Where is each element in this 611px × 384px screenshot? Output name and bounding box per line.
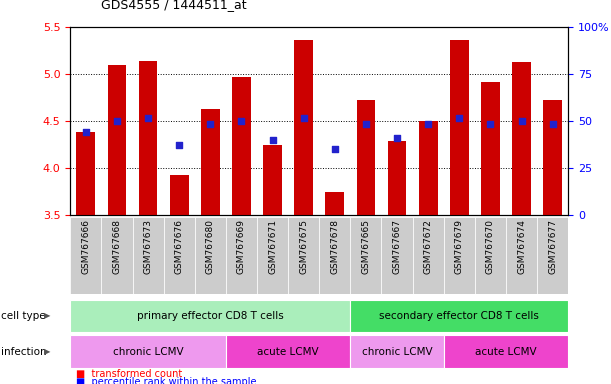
Text: chronic LCMV: chronic LCMV (113, 346, 183, 357)
Text: GSM767669: GSM767669 (237, 219, 246, 274)
Point (112, 118, 122, 124)
Text: primary effector CD8 T cells: primary effector CD8 T cells (137, 311, 284, 321)
Bar (295, 40, 313, 215)
Point (143, 115, 153, 121)
Bar (512, 62, 531, 215)
Text: GDS4555 / 1444511_at: GDS4555 / 1444511_at (101, 0, 246, 12)
Bar (133, 217, 164, 294)
Point (81, 129, 90, 135)
Text: GSM767678: GSM767678 (331, 219, 339, 274)
Bar (543, 100, 562, 215)
Bar (257, 217, 288, 294)
Bar (139, 61, 158, 215)
Point (268, 137, 277, 143)
Bar (350, 335, 444, 368)
Bar (412, 217, 444, 294)
Point (236, 118, 246, 124)
Text: GSM767679: GSM767679 (455, 219, 464, 274)
Bar (381, 217, 412, 294)
Bar (288, 217, 320, 294)
Text: acute LCMV: acute LCMV (257, 346, 319, 357)
Point (330, 146, 340, 152)
Point (423, 121, 433, 127)
Point (455, 115, 464, 121)
Text: ▶: ▶ (44, 311, 51, 320)
Point (548, 121, 558, 127)
Bar (450, 40, 469, 215)
Bar (475, 217, 506, 294)
Bar (350, 217, 381, 294)
Text: GSM767665: GSM767665 (362, 219, 370, 274)
Bar (357, 100, 375, 215)
Text: ■  percentile rank within the sample: ■ percentile rank within the sample (76, 377, 257, 384)
Point (299, 115, 309, 121)
Bar (226, 335, 350, 368)
Text: GSM767666: GSM767666 (81, 219, 90, 274)
Text: ■  transformed count: ■ transformed count (76, 369, 183, 379)
Point (205, 121, 215, 127)
Bar (350, 300, 568, 332)
Text: GSM767680: GSM767680 (206, 219, 215, 274)
Bar (70, 217, 101, 294)
Bar (195, 217, 226, 294)
Text: GSM767668: GSM767668 (112, 219, 122, 274)
Text: GSM767674: GSM767674 (517, 219, 526, 274)
Text: cell type: cell type (1, 311, 45, 321)
Text: acute LCMV: acute LCMV (475, 346, 537, 357)
Text: GSM767676: GSM767676 (175, 219, 184, 274)
Bar (444, 217, 475, 294)
Bar (537, 217, 568, 294)
Bar (263, 146, 282, 215)
Bar (320, 217, 350, 294)
Bar (76, 132, 95, 215)
Text: infection: infection (1, 346, 46, 357)
Text: GSM767672: GSM767672 (423, 219, 433, 274)
Point (486, 121, 496, 127)
Bar (326, 192, 344, 215)
Bar (164, 217, 195, 294)
Text: secondary effector CD8 T cells: secondary effector CD8 T cells (379, 311, 540, 321)
Bar (108, 65, 126, 215)
Text: GSM767667: GSM767667 (392, 219, 401, 274)
Bar (232, 77, 251, 215)
Text: GSM767670: GSM767670 (486, 219, 495, 274)
Text: chronic LCMV: chronic LCMV (362, 346, 433, 357)
Bar (70, 335, 226, 368)
Text: GSM767671: GSM767671 (268, 219, 277, 274)
Text: GSM767673: GSM767673 (144, 219, 153, 274)
Text: GSM767677: GSM767677 (548, 219, 557, 274)
Bar (226, 217, 257, 294)
Bar (201, 109, 220, 215)
Point (517, 118, 527, 124)
Bar (101, 217, 133, 294)
Point (361, 121, 371, 127)
Point (174, 142, 184, 149)
Bar (481, 83, 500, 215)
Bar (419, 121, 437, 215)
Text: ▶: ▶ (44, 347, 51, 356)
Point (392, 135, 402, 141)
Bar (444, 335, 568, 368)
Bar (170, 175, 189, 215)
Text: GSM767675: GSM767675 (299, 219, 308, 274)
Bar (506, 217, 537, 294)
Bar (388, 141, 406, 215)
Bar (70, 300, 350, 332)
